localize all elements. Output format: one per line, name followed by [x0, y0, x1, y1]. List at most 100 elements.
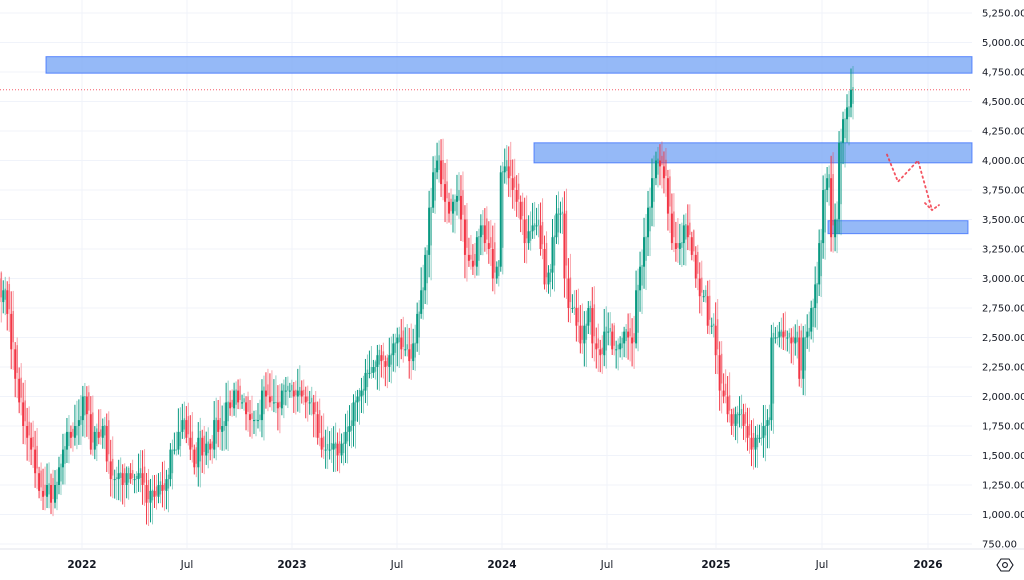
candle	[723, 369, 727, 403]
y-tick-label: 1,250.00	[982, 481, 1024, 492]
candle	[715, 299, 719, 374]
candle	[567, 254, 571, 323]
candle	[436, 140, 440, 182]
candle	[548, 264, 552, 297]
candle	[138, 450, 142, 492]
candle	[213, 398, 217, 461]
candle	[313, 391, 317, 437]
candle	[66, 415, 70, 463]
candle	[536, 204, 540, 237]
candle	[126, 466, 130, 499]
candle	[476, 229, 480, 276]
candle	[468, 235, 472, 270]
candle	[26, 406, 30, 462]
candle	[209, 435, 213, 464]
candle	[452, 194, 456, 233]
y-tick-label: 2,750.00	[982, 304, 1024, 315]
candle	[408, 324, 412, 380]
upper-resistance-zone[interactable]	[46, 57, 972, 74]
candle	[38, 462, 42, 500]
candle	[368, 346, 372, 379]
candle	[484, 206, 488, 254]
candle	[329, 428, 333, 463]
candle	[388, 337, 392, 384]
y-tick-label: 1,750.00	[982, 422, 1024, 433]
candle	[563, 189, 567, 299]
candle	[711, 313, 715, 337]
candle	[30, 421, 34, 468]
axis-settings-button[interactable]	[996, 557, 1014, 573]
candle	[512, 159, 516, 211]
candle	[639, 250, 643, 315]
candle	[591, 286, 595, 361]
candle	[472, 243, 476, 278]
x-tick-label: Jul	[815, 559, 829, 571]
candle	[106, 411, 110, 474]
x-tick-label: Jul	[390, 559, 404, 571]
y-tick-label: 3,500.00	[982, 215, 1024, 226]
candle	[50, 470, 54, 516]
candle	[285, 377, 289, 408]
support-zone[interactable]	[828, 221, 968, 234]
candle	[6, 277, 10, 332]
candle	[225, 381, 229, 451]
candle	[14, 337, 18, 398]
candle	[157, 472, 161, 503]
candle	[396, 327, 400, 368]
candle	[189, 412, 193, 463]
y-tick-label: 2,500.00	[982, 333, 1024, 344]
candle	[130, 460, 134, 485]
candle	[241, 393, 245, 411]
candle	[444, 159, 448, 223]
candle	[623, 324, 627, 358]
candle	[337, 428, 341, 473]
candle	[102, 417, 106, 449]
candle	[743, 403, 747, 442]
y-tick-label: 1,500.00	[982, 451, 1024, 462]
candle	[90, 396, 94, 456]
candle	[325, 426, 329, 469]
candle	[249, 396, 253, 439]
candle	[46, 462, 50, 508]
candle	[98, 409, 102, 445]
y-tick-label: 2,250.00	[982, 363, 1024, 374]
x-tick-label: Jul	[600, 559, 614, 571]
candle	[571, 290, 575, 315]
candle	[754, 424, 758, 467]
candle	[615, 338, 619, 370]
y-axis[interactable]: 5,250.005,000.004,750.004,500.004,250.00…	[982, 9, 1024, 551]
candle	[810, 299, 814, 343]
candle	[321, 413, 325, 459]
candle	[181, 402, 185, 440]
candle	[707, 280, 711, 335]
mid-resistance-zone[interactable]	[534, 143, 972, 163]
gear-icon	[996, 557, 1014, 573]
candle	[372, 360, 376, 380]
candle	[134, 471, 138, 493]
candle	[651, 155, 655, 226]
candle	[508, 142, 512, 197]
candle	[838, 129, 842, 235]
candle	[504, 145, 508, 185]
candle	[257, 400, 261, 432]
candle	[412, 325, 416, 371]
candle	[492, 223, 496, 294]
candle	[731, 408, 735, 437]
candle	[432, 156, 436, 214]
candle	[356, 388, 360, 425]
y-tick-label: 5,000.00	[982, 38, 1024, 49]
candle	[305, 386, 309, 422]
candle	[293, 381, 297, 415]
candle	[317, 399, 321, 447]
candle	[281, 380, 285, 419]
candle	[611, 323, 615, 356]
candle	[635, 269, 639, 352]
candle	[201, 426, 205, 474]
candle	[265, 369, 269, 411]
x-tick-label: 2023	[277, 559, 306, 571]
candle	[544, 231, 548, 292]
candle	[703, 285, 707, 302]
